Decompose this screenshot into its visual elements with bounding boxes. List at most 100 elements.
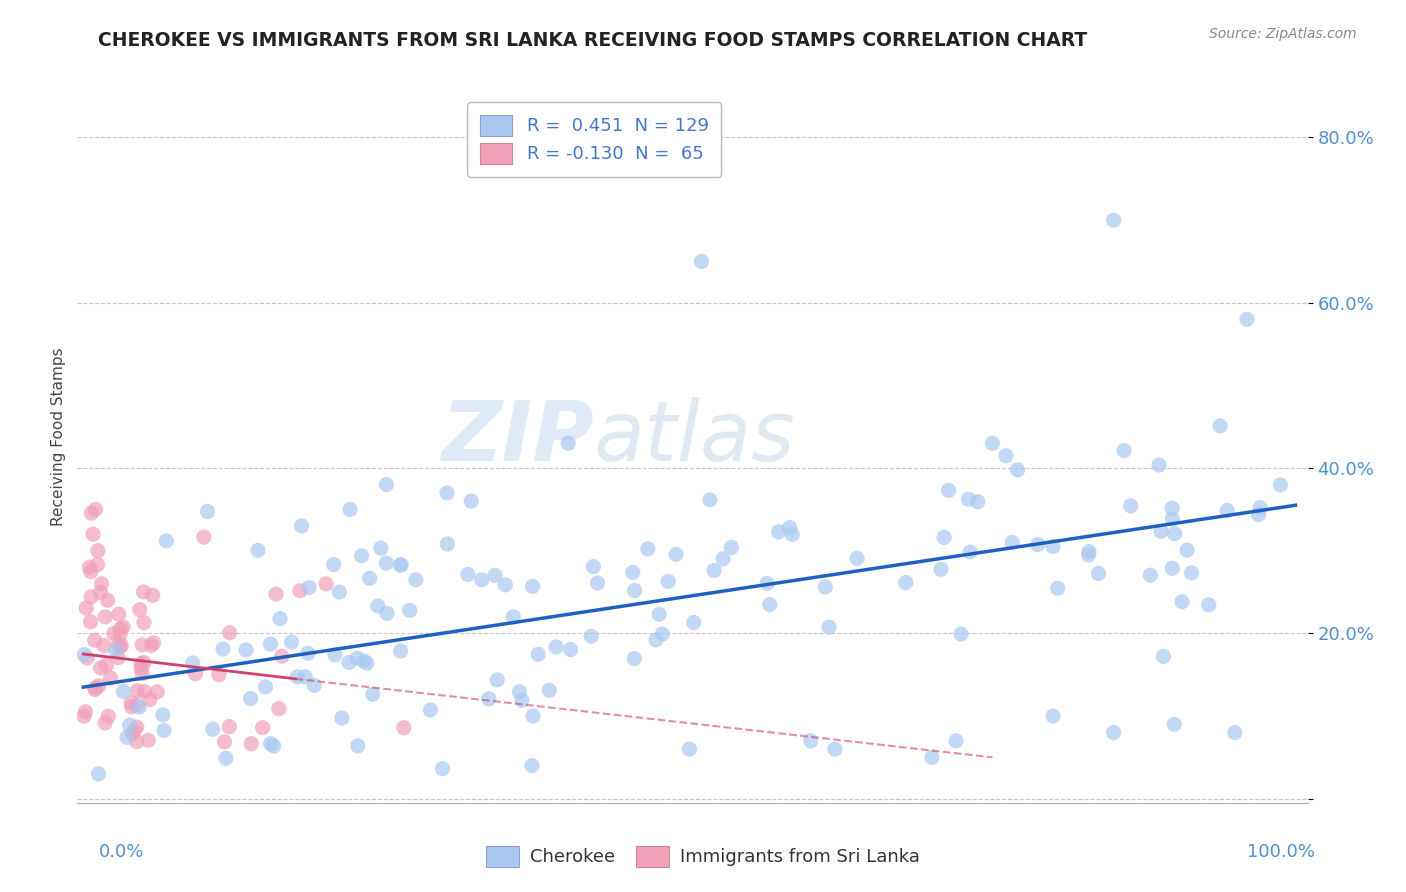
Point — [73, 648, 96, 662]
Point — [520, 758, 543, 772]
Point — [94, 610, 117, 624]
Point — [375, 607, 398, 621]
Point — [347, 739, 370, 753]
Text: ZIP: ZIP — [441, 397, 595, 477]
Point — [959, 545, 981, 559]
Point — [193, 530, 215, 544]
Point — [90, 661, 112, 675]
Point — [96, 658, 118, 673]
Point — [1163, 717, 1185, 731]
Point — [720, 541, 742, 555]
Point — [298, 581, 321, 595]
Point — [651, 627, 673, 641]
Point — [104, 643, 127, 657]
Point — [1026, 538, 1049, 552]
Point — [139, 692, 162, 706]
Point — [269, 612, 291, 626]
Text: atlas: atlas — [595, 397, 796, 477]
Point — [1139, 568, 1161, 582]
Text: 100.0%: 100.0% — [1247, 843, 1315, 861]
Point — [121, 727, 143, 741]
Point — [1147, 458, 1170, 472]
Point — [90, 576, 112, 591]
Point — [97, 709, 120, 723]
Point — [460, 494, 482, 508]
Point — [1001, 535, 1024, 549]
Point — [758, 598, 780, 612]
Point — [290, 519, 312, 533]
Point — [152, 707, 174, 722]
Point — [208, 667, 231, 681]
Point — [1046, 581, 1069, 595]
Point — [1175, 543, 1198, 558]
Text: CHEROKEE VS IMMIGRANTS FROM SRI LANKA RECEIVING FOOD STAMPS CORRELATION CHART: CHEROKEE VS IMMIGRANTS FROM SRI LANKA RE… — [98, 31, 1088, 50]
Point — [392, 721, 415, 735]
Point — [132, 656, 155, 670]
Point — [84, 681, 107, 695]
Point — [938, 483, 960, 498]
Point — [375, 477, 398, 491]
Point — [648, 607, 671, 622]
Point — [1161, 501, 1184, 516]
Point — [132, 585, 155, 599]
Point — [86, 558, 108, 572]
Point — [128, 602, 150, 616]
Point — [510, 693, 533, 707]
Point — [756, 576, 779, 591]
Point — [932, 531, 955, 545]
Point — [288, 583, 311, 598]
Point — [353, 654, 375, 668]
Point — [240, 737, 263, 751]
Point — [107, 636, 129, 650]
Point — [100, 671, 122, 685]
Point — [297, 646, 319, 660]
Point — [621, 566, 644, 580]
Point — [125, 720, 148, 734]
Point — [494, 578, 516, 592]
Point — [346, 651, 368, 665]
Point — [285, 670, 308, 684]
Point — [389, 558, 412, 572]
Point — [370, 541, 392, 556]
Point — [79, 560, 101, 574]
Point — [201, 723, 224, 737]
Point — [75, 705, 97, 719]
Point — [486, 673, 509, 687]
Point — [1153, 649, 1175, 664]
Point — [136, 733, 159, 747]
Point — [945, 734, 967, 748]
Point — [155, 533, 177, 548]
Point — [1102, 213, 1125, 227]
Point — [323, 648, 346, 662]
Point — [405, 573, 427, 587]
Point — [966, 495, 988, 509]
Point — [1161, 561, 1184, 575]
Point — [259, 637, 281, 651]
Point — [337, 656, 360, 670]
Point — [768, 524, 790, 539]
Point — [1198, 598, 1220, 612]
Point — [125, 734, 148, 748]
Point — [579, 629, 602, 643]
Point — [328, 585, 350, 599]
Point — [1247, 508, 1270, 522]
Point — [108, 640, 131, 654]
Text: 0.0%: 0.0% — [98, 843, 143, 861]
Point — [1171, 595, 1194, 609]
Point — [214, 735, 236, 749]
Point — [522, 579, 544, 593]
Point — [1042, 540, 1064, 554]
Point — [389, 644, 412, 658]
Point — [538, 683, 561, 698]
Point — [107, 650, 129, 665]
Point — [264, 587, 287, 601]
Point — [544, 640, 567, 654]
Point — [484, 568, 506, 582]
Point — [73, 709, 96, 723]
Point — [127, 698, 149, 713]
Point — [212, 642, 235, 657]
Point — [356, 657, 378, 671]
Point — [950, 627, 973, 641]
Point — [623, 583, 645, 598]
Point — [582, 559, 605, 574]
